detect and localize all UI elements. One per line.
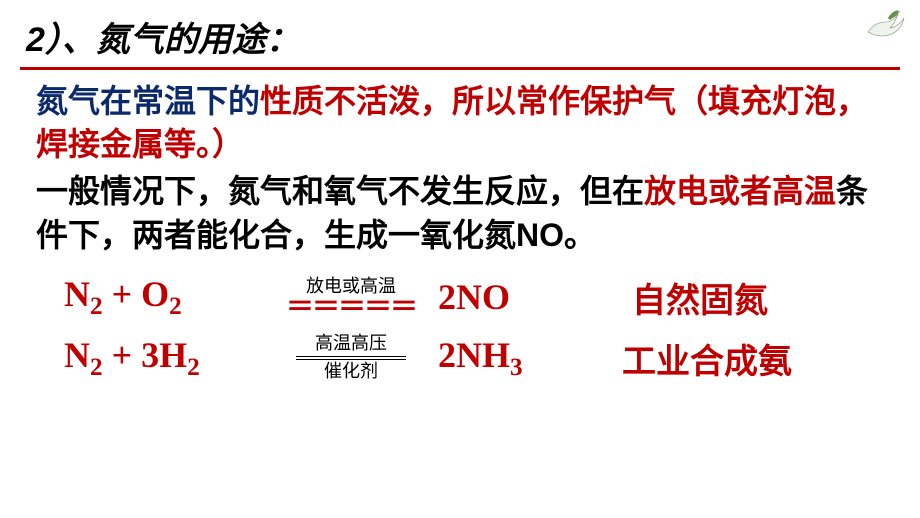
eq-rhs: 2NO [438,276,578,318]
eq-condition-bottom: 催化剂 [324,362,378,382]
p2-seg2: 放电或者高温 [644,173,836,209]
eq-label: 工业合成氨 [622,334,792,383]
eq-label: 自然固氮 [632,273,768,322]
paragraph-2: 一般情况下，氮气和氧气不发生反应，但在放电或者高温条件下，两者能化合，生成一氧化… [0,166,920,256]
paragraph-1: 氮气在常温下的性质不活泼，所以常作保护气（填充灯泡，焊接金属等。） [0,70,920,166]
eq-arrow: 高温高压 催化剂 [276,334,426,382]
section-heading: 2）、氮气的用途： [0,0,920,67]
p2-seg1: 一般情况下，氮气和氧气不发生反应，但在 [36,173,644,209]
equation-row: N2 + O2 放电或高温 ＝＝＝＝＝ 2NO 自然固氮 [64,273,884,322]
dove-icon [864,8,906,40]
eq-double-bar [296,356,406,360]
eq-rhs: 2NH3 [438,334,578,382]
equations-block: N2 + O2 放电或高温 ＝＝＝＝＝ 2NO 自然固氮 N2 + 3H2 高温… [0,257,920,383]
eq-arrow: 放电或高温 ＝＝＝＝＝ [276,277,426,318]
heading-text: 2）、氮气的用途： [26,21,300,59]
equation-row: N2 + 3H2 高温高压 催化剂 2NH3 工业合成氨 [64,334,884,383]
eq-lhs: N2 + 3H2 [64,334,264,382]
eq-condition-top: 高温高压 [315,334,387,354]
eq-double-bar: ＝＝＝＝＝ [286,299,416,316]
eq-lhs: N2 + O2 [64,273,264,321]
p1-seg1: 氮气在常温下的 [36,83,260,119]
